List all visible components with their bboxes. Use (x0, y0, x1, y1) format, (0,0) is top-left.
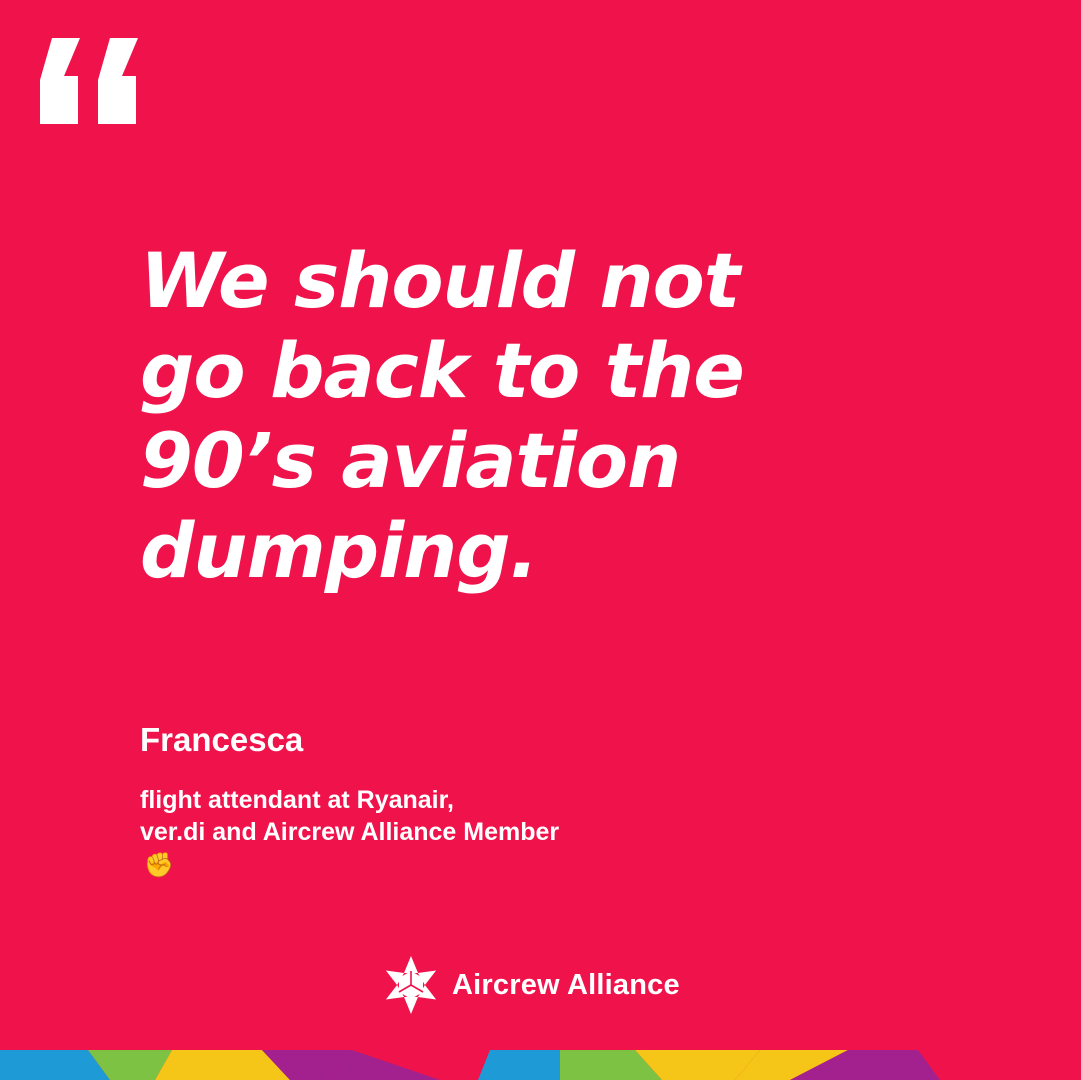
author-role-line: ver.di and Aircrew Alliance Member ✊ (140, 816, 559, 882)
author-role-line: flight attendant at Ryanair, (140, 786, 454, 814)
aircrew-alliance-logo: Aircrew Alliance (380, 954, 680, 1016)
author-role: flight attendant at Ryanair, ver.di and … (140, 784, 559, 882)
quote-mark-icon (40, 38, 138, 124)
quote-line: We should not (140, 236, 740, 325)
quote-line: go back to the (140, 326, 745, 415)
author-name: Francesca (140, 721, 304, 758)
quote-line: 90’s aviation (140, 416, 681, 505)
quote-text: We should not go back to the 90’s aviati… (140, 236, 1020, 596)
quote-line: dumping. (140, 506, 539, 595)
raised-fist-icon: ✊ (144, 852, 174, 879)
decorative-stripe (0, 1050, 940, 1080)
logo-text: Aircrew Alliance (452, 968, 680, 1001)
star-logo-icon (385, 956, 437, 1014)
